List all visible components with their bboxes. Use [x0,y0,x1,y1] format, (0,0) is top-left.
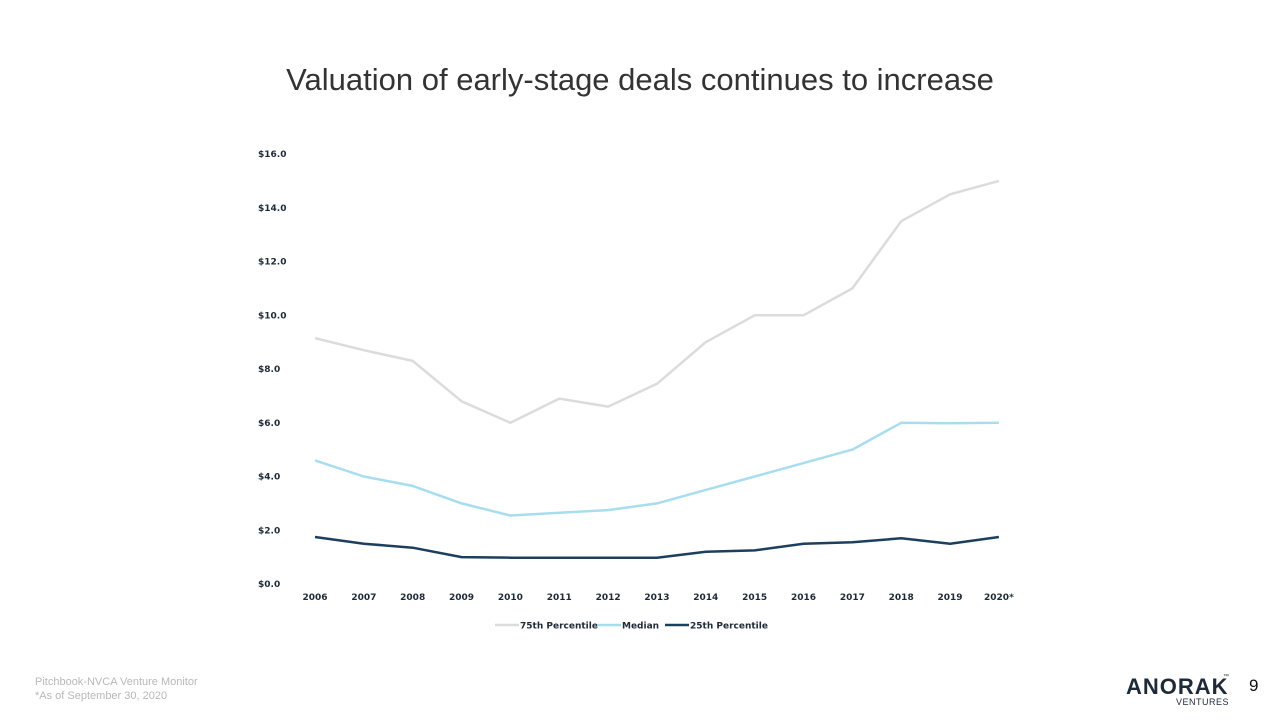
y-tick-label: $14.0 [258,204,286,214]
x-tick-label: 2013 [644,593,669,603]
y-tick-label: $12.0 [258,258,286,268]
x-tick-label: 2007 [351,593,376,603]
x-tick-label: 2014 [693,593,718,603]
x-tick-label: 2009 [449,593,474,603]
y-tick-label: $2.0 [258,526,280,536]
source-note: Pitchbook-NVCA Venture Monitor [35,676,198,688]
series-line-75th-percentile [314,179,1000,425]
slide-title: Valuation of early-stage deals continues… [286,62,994,97]
y-tick-label: $6.0 [258,419,280,429]
y-tick-label: $16.0 [258,150,286,160]
y-tick-label: $4.0 [258,473,280,483]
y-tick-label: $0.0 [258,580,280,590]
x-tick-label: 2019 [938,593,963,603]
x-tick-label: 2008 [400,593,425,603]
logo-subtitle: VENTURES [1176,697,1230,707]
footer-notes: Pitchbook-NVCA Venture Monitor *As of Se… [35,675,198,703]
legend-label: 75th Percentile [520,622,598,632]
x-tick-label: 2012 [596,593,621,603]
page-number: 9 [1249,676,1259,695]
x-tick-label: 2018 [889,593,914,603]
y-tick-label: $8.0 [258,365,280,375]
date-note: *As of September 30, 2020 [35,690,168,702]
legend-label: 25th Percentile [690,622,768,632]
x-tick-label: 2020* [984,593,1014,603]
x-tick-label: 2011 [547,593,572,603]
series-line-median [314,421,999,517]
y-tick-label: $10.0 [258,311,286,321]
logo-wordmark: ANORAK [1126,674,1229,699]
x-tick-label: 2016 [791,593,816,603]
x-tick-label: 2010 [498,593,523,603]
x-tick-label: 2006 [302,593,327,603]
logo-trademark: ™ [1223,674,1229,680]
legend-label: Median [622,622,659,632]
anorak-logo: ANORAK ™ VENTURES [1126,674,1231,710]
x-tick-label: 2015 [742,593,767,603]
x-tick-label: 2017 [840,593,865,603]
series-line-25th-percentile [314,535,1000,559]
